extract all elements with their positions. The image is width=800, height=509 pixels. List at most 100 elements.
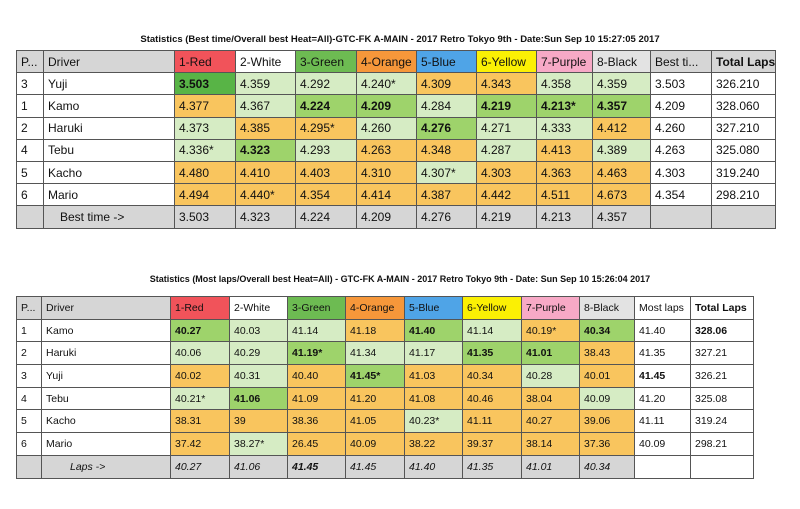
- cell-orange: 4.209: [356, 94, 417, 118]
- cell-blue: 4.284: [416, 94, 477, 118]
- table2-title: Statistics (Most laps/Overall best Heat=…: [149, 274, 651, 284]
- cell-white: 4.410: [235, 160, 296, 185]
- cell-empty: [634, 454, 691, 479]
- cell-green: 4.292: [295, 72, 357, 96]
- cell-orange: 40.09: [345, 432, 405, 456]
- footer-red: 40.27: [170, 454, 230, 479]
- cell-position: 1: [16, 318, 42, 343]
- col-header-green[interactable]: 3-Green: [287, 296, 346, 320]
- col-header-white[interactable]: 2-White: [235, 49, 296, 74]
- cell-total: 326.21: [690, 364, 754, 388]
- col-header-position[interactable]: P...: [16, 49, 44, 74]
- cell-red: 40.27: [170, 318, 230, 343]
- col-header-total-laps[interactable]: Total Laps: [710, 49, 777, 74]
- col-header-most-laps[interactable]: Most laps: [634, 296, 691, 320]
- col-header-best-time[interactable]: Best ti...: [650, 49, 712, 74]
- cell-driver: Kamo: [43, 94, 175, 118]
- cell-green: 4.403: [295, 160, 357, 185]
- cell-driver: Kamo: [41, 318, 171, 343]
- footer-black: 4.357: [592, 205, 651, 229]
- col-header-white[interactable]: 2-White: [229, 296, 288, 320]
- cell-driver: Haruki: [41, 341, 171, 366]
- col-header-blue[interactable]: 5-Blue: [416, 49, 477, 74]
- cell-orange: 4.263: [356, 138, 417, 162]
- cell-orange: 41.20: [345, 386, 405, 411]
- col-header-purple[interactable]: 7-Purple: [521, 296, 580, 320]
- cell-purple: 38.04: [521, 386, 580, 411]
- footer-label: Laps ->: [41, 454, 171, 479]
- col-header-green[interactable]: 3-Green: [295, 49, 357, 74]
- cell-purple: 4.213*: [536, 94, 593, 118]
- col-header-position[interactable]: P...: [16, 296, 42, 320]
- cell-purple: 4.511: [536, 183, 593, 207]
- cell-black: 4.359: [592, 72, 651, 96]
- cell-driver: Yuji: [41, 364, 171, 388]
- cell-green: 41.14: [287, 318, 346, 343]
- cell-purple: 40.19*: [521, 318, 580, 343]
- table-row: 2 Haruki 4.373 4.385 4.295* 4.260 4.276 …: [16, 116, 777, 140]
- cell-red: 4.494: [174, 183, 236, 207]
- cell-white: 4.367: [235, 94, 296, 118]
- col-header-black[interactable]: 8-Black: [592, 49, 651, 74]
- most-laps-table: P... Driver 1-Red 2-White 3-Green 4-Oran…: [16, 296, 754, 479]
- cell-black: 40.09: [579, 386, 635, 411]
- cell-total: 319.24: [690, 409, 754, 434]
- table-header-row: P... Driver 1-Red 2-White 3-Green 4-Oran…: [16, 296, 754, 320]
- footer-label: Best time ->: [43, 205, 175, 229]
- footer-green: 41.45: [287, 454, 346, 479]
- cell-driver: Mario: [41, 432, 171, 456]
- footer-purple: 41.01: [521, 454, 580, 479]
- cell-red: 40.06: [170, 341, 230, 366]
- col-header-blue[interactable]: 5-Blue: [404, 296, 463, 320]
- cell-yellow: 40.34: [462, 364, 522, 388]
- cell-blue: 41.03: [404, 364, 463, 388]
- cell-orange: 41.05: [345, 409, 405, 434]
- table-row: 3 Yuji 3.503 4.359 4.292 4.240* 4.309 4.…: [16, 72, 777, 96]
- col-header-purple[interactable]: 7-Purple: [536, 49, 593, 74]
- cell-green: 4.293: [295, 138, 357, 162]
- cell-orange: 41.45*: [345, 364, 405, 388]
- cell-yellow: 4.271: [476, 116, 537, 140]
- col-header-yellow[interactable]: 6-Yellow: [462, 296, 522, 320]
- col-header-orange[interactable]: 4-Orange: [356, 49, 417, 74]
- cell-orange: 4.310: [356, 160, 417, 185]
- col-header-black[interactable]: 8-Black: [579, 296, 635, 320]
- cell-purple: 41.01: [521, 341, 580, 366]
- cell-black: 40.34: [579, 318, 635, 343]
- cell-total: 319.240: [710, 160, 777, 185]
- cell-purple: 4.413: [536, 138, 593, 162]
- footer-blue: 4.276: [416, 205, 477, 229]
- footer-yellow: 41.35: [462, 454, 522, 479]
- cell-orange: 41.18: [345, 318, 405, 343]
- col-header-driver[interactable]: Driver: [43, 49, 175, 74]
- col-header-driver[interactable]: Driver: [41, 296, 171, 320]
- col-header-yellow[interactable]: 6-Yellow: [476, 49, 537, 74]
- col-header-red[interactable]: 1-Red: [174, 49, 236, 74]
- cell-yellow: 41.35: [462, 341, 522, 366]
- cell-blue: 41.08: [404, 386, 463, 411]
- footer-yellow: 4.219: [476, 205, 537, 229]
- table-header-row: P... Driver 1-Red 2-White 3-Green 4-Oran…: [16, 49, 777, 74]
- cell-empty: [650, 205, 712, 229]
- table-row: 1 Kamo 40.27 40.03 41.14 41.18 41.40 41.…: [16, 318, 754, 343]
- cell-yellow: 41.11: [462, 409, 522, 434]
- cell-blue: 4.387: [416, 183, 477, 207]
- cell-position: 3: [16, 72, 44, 96]
- cell-total: 325.080: [710, 138, 777, 162]
- cell-purple: 40.28: [521, 364, 580, 388]
- cell-green: 38.36: [287, 409, 346, 434]
- col-header-orange[interactable]: 4-Orange: [345, 296, 405, 320]
- cell-black: 4.673: [592, 183, 651, 207]
- col-header-total-laps[interactable]: Total Laps: [690, 296, 754, 320]
- cell-yellow: 41.14: [462, 318, 522, 343]
- col-header-red[interactable]: 1-Red: [170, 296, 230, 320]
- cell-driver: Haruki: [43, 116, 175, 140]
- table1-title: Statistics (Best time/Overall best Heat=…: [140, 34, 660, 45]
- cell-total: 327.21: [690, 341, 754, 366]
- table-row: 5 Kacho 4.480 4.410 4.403 4.310 4.307* 4…: [16, 160, 777, 185]
- cell-green: 4.224: [295, 94, 357, 118]
- cell-position: 2: [16, 341, 42, 366]
- cell-black: 4.357: [592, 94, 651, 118]
- cell-white: 40.29: [229, 341, 288, 366]
- cell-empty: [710, 205, 777, 229]
